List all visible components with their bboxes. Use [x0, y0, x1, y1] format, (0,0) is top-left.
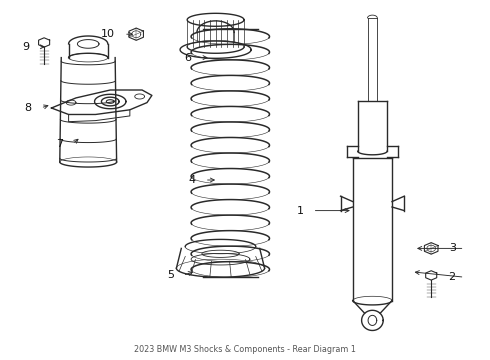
Text: 3: 3: [449, 243, 456, 253]
Text: 9: 9: [22, 42, 29, 52]
Text: 1: 1: [297, 206, 304, 216]
Text: 10: 10: [101, 29, 115, 39]
Text: 7: 7: [56, 139, 64, 149]
Text: 2: 2: [448, 272, 456, 282]
Text: 2023 BMW M3 Shocks & Components - Rear Diagram 1: 2023 BMW M3 Shocks & Components - Rear D…: [134, 345, 356, 354]
Text: 8: 8: [24, 103, 32, 113]
Text: 5: 5: [167, 270, 174, 280]
Text: 4: 4: [189, 175, 196, 185]
Text: 6: 6: [184, 53, 191, 63]
